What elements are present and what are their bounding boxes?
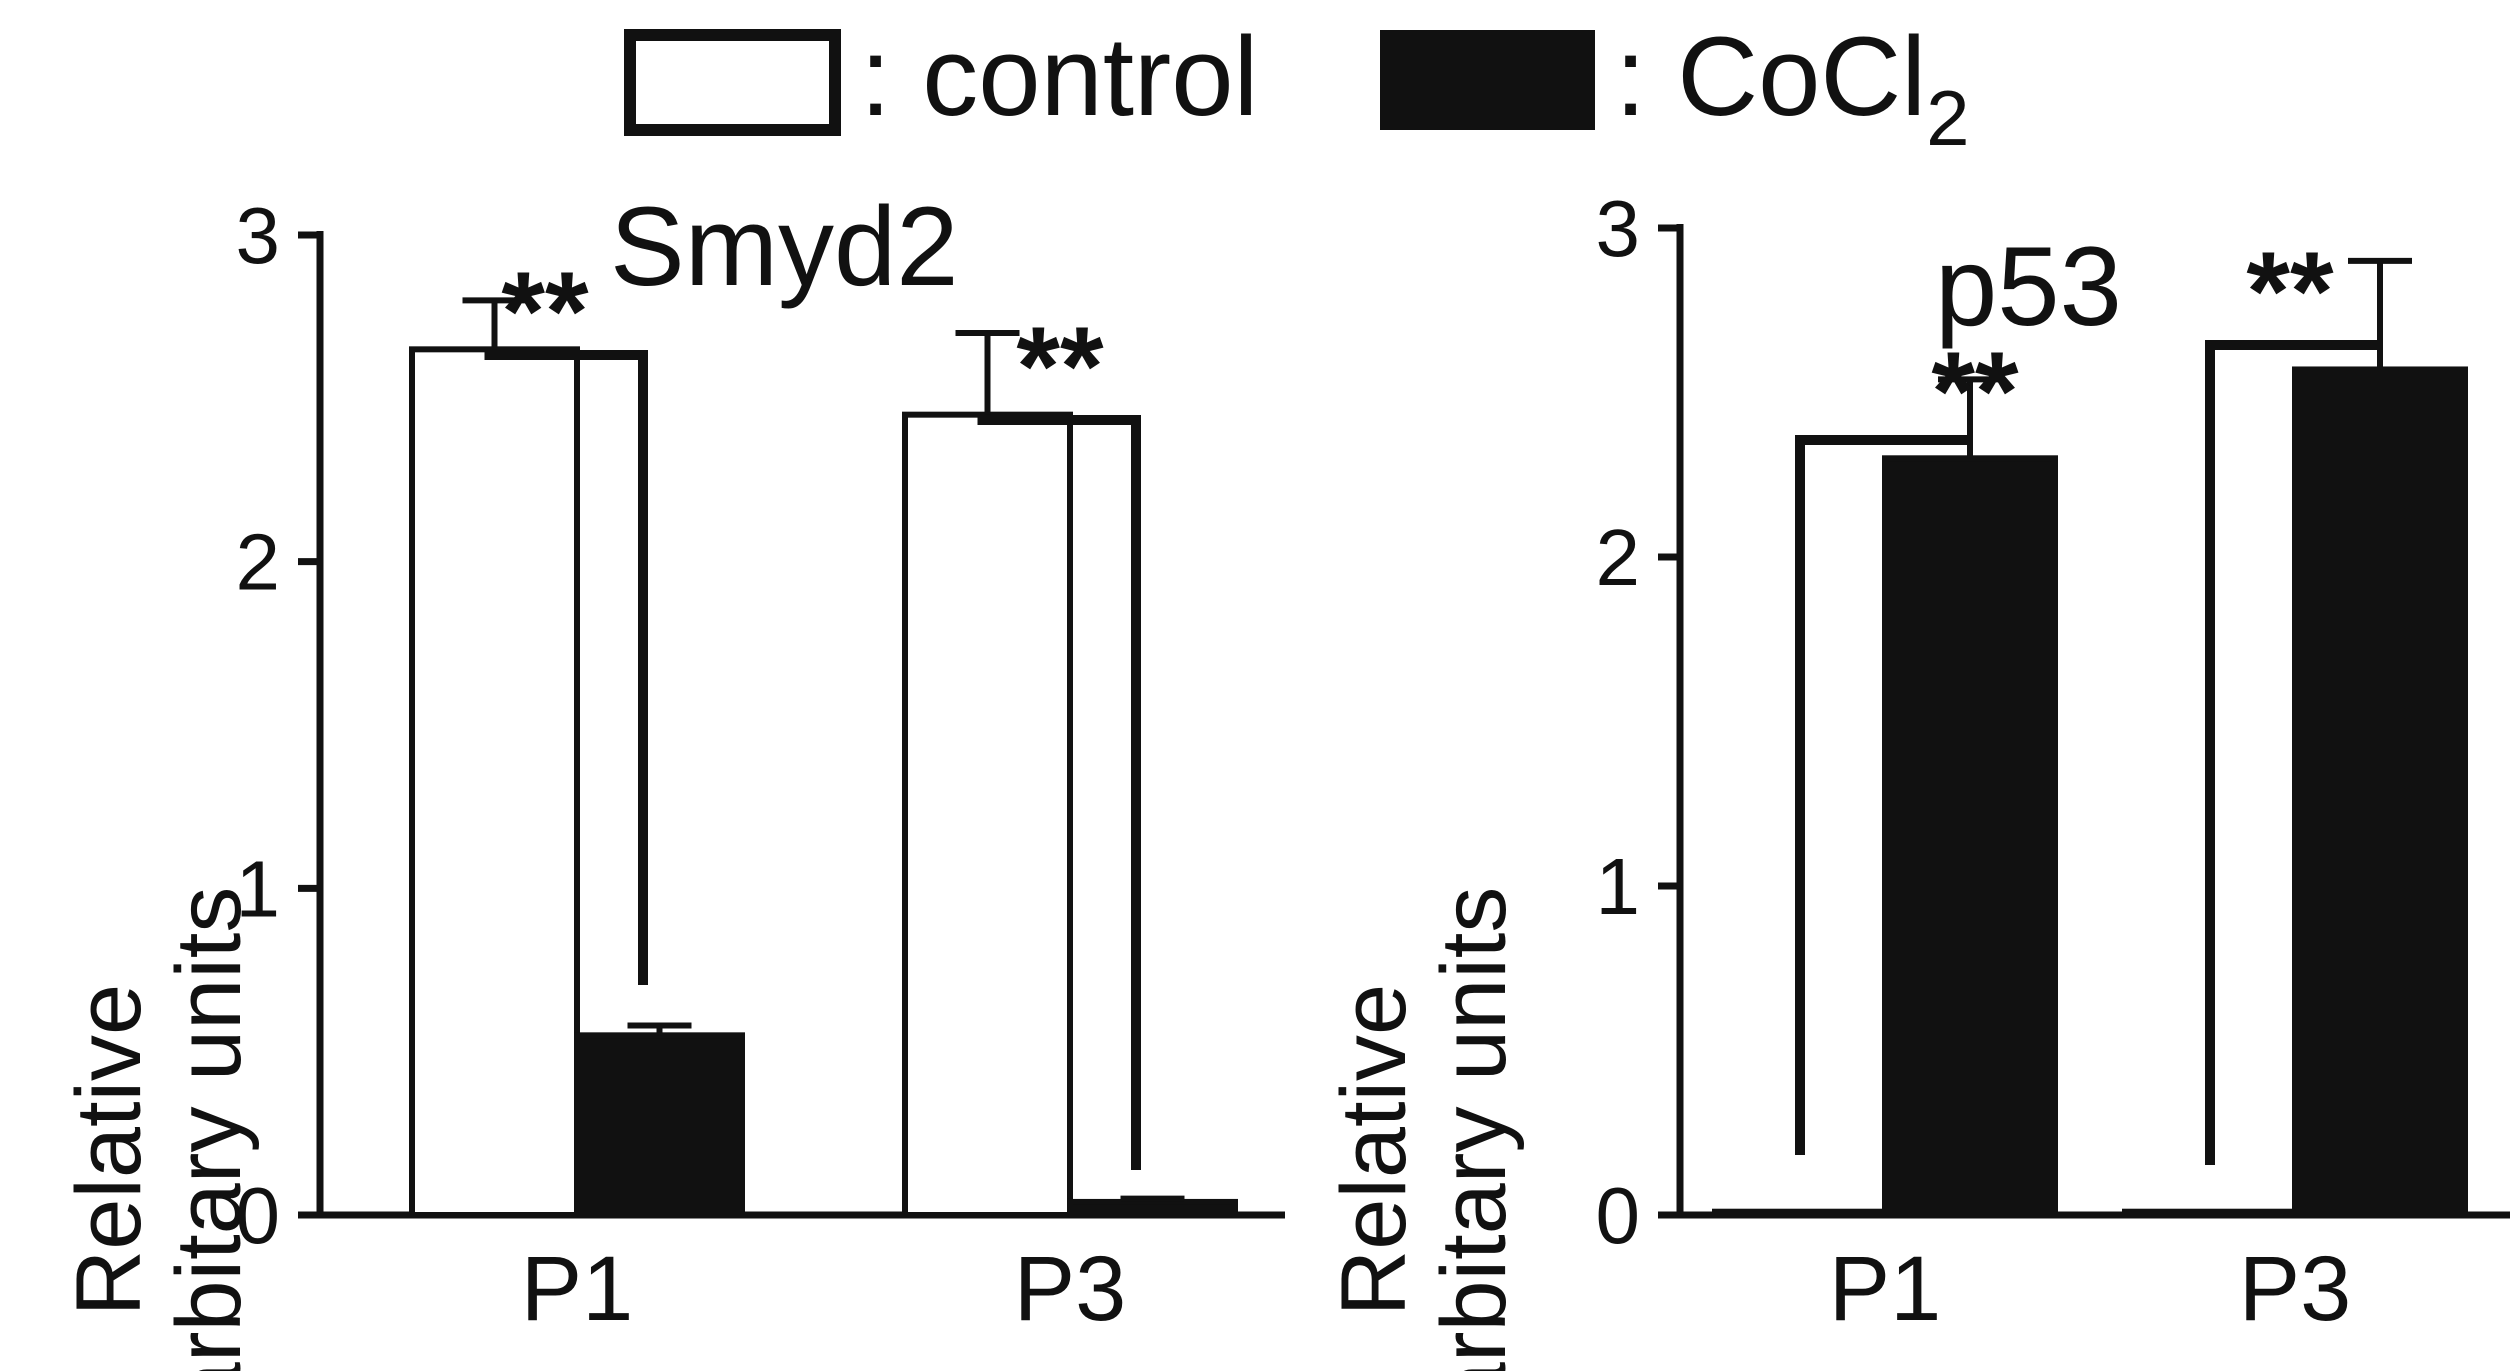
chart-title-p53: p53 <box>1935 224 2122 349</box>
significance-bracket-smyd2-0 <box>484 350 648 985</box>
significance-label-p53-0: ** <box>1931 329 2019 454</box>
significance-label-p53-1: ** <box>2246 229 2334 354</box>
y-tick-label-smyd2-2: 2 <box>236 518 281 607</box>
panel-p53: p53 Relative arbitary units 0 1 2 3 P1 ** P3 ** <box>1323 184 2510 1371</box>
plot-area-smyd2: 0 1 2 3 P1 ** P3 ** <box>236 191 1285 1340</box>
significance-bracket-p53-1 <box>2205 340 2380 1165</box>
y-tick-label-smyd2-3: 3 <box>236 191 281 280</box>
y-tick-label-p53-2: 2 <box>1596 513 1641 602</box>
x-tick-label-smyd2-0: P1 <box>521 1238 634 1340</box>
legend: : control : CoCl2 <box>624 14 1970 162</box>
x-tick-label-p53-1: P3 <box>2239 1238 2352 1340</box>
bar-p53-p1-cocl2 <box>1882 455 2058 1218</box>
bar-p53-p1-control <box>1712 1208 1888 1218</box>
bar-p53-p3-cocl2 <box>2292 366 2468 1219</box>
y-tick-label-p53-0: 0 <box>1596 1171 1641 1260</box>
y-tick-label-smyd2-1: 1 <box>236 844 281 933</box>
panel-smyd2: Smyd2 Relative arbitary units 0 1 2 3 P1 ** P3… <box>58 184 1285 1371</box>
significance-label-smyd2-0: ** <box>501 249 589 374</box>
plot-area-p53: 0 1 2 3 P1 ** P3 ** <box>1596 184 2510 1340</box>
significance-bracket-smyd2-1 <box>977 415 1141 1170</box>
significance-bracket-p53-0 <box>1795 435 1970 1155</box>
x-tick-label-smyd2-1: P3 <box>1014 1238 1127 1340</box>
legend-label-cocl2: : CoCl2 <box>1615 14 1970 162</box>
y-axis-label-p53-line1: Relative <box>1323 984 1425 1316</box>
bar-p53-p3-control <box>2122 1208 2298 1218</box>
legend-label-cocl2-sub: 2 <box>1926 74 1969 162</box>
bar-smyd2-p1-cocl2 <box>574 1032 745 1219</box>
y-tick-label-p53-3: 3 <box>1596 184 1641 273</box>
legend-label-control: : control <box>860 14 1258 139</box>
y-tick-label-smyd2-0: 0 <box>236 1171 281 1260</box>
y-axis-label-smyd2-line1: Relative <box>58 984 160 1316</box>
bar-smyd2-p3-cocl2 <box>1067 1198 1238 1219</box>
chart-title-smyd2: Smyd2 <box>610 184 959 309</box>
x-tick-label-p53-0: P1 <box>1829 1238 1942 1340</box>
significance-label-smyd2-1: ** <box>1016 304 1104 429</box>
bar-smyd2-p3-control <box>902 411 1073 1218</box>
legend-label-cocl2-main: : CoCl <box>1615 14 1926 139</box>
legend-swatch-control <box>624 29 841 136</box>
bar-smyd2-p1-control <box>409 346 580 1219</box>
y-tick-label-p53-1: 1 <box>1596 842 1641 931</box>
y-axis-label-smyd2-line2: arbitary units <box>158 887 260 1371</box>
legend-swatch-cocl2 <box>1380 30 1595 130</box>
y-axis-label-p53-line2: arbitary units <box>1423 887 1525 1371</box>
